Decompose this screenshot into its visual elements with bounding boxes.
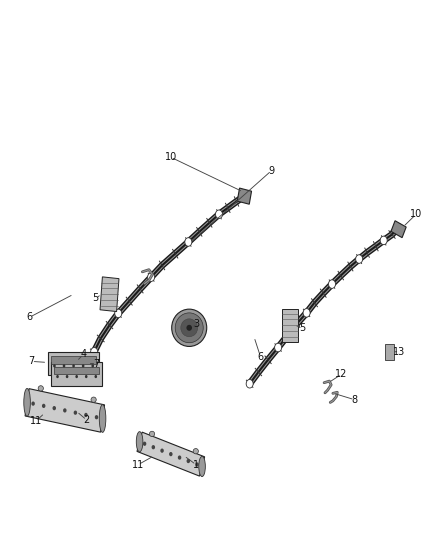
Ellipse shape <box>24 389 30 416</box>
Text: 5: 5 <box>299 323 305 333</box>
Text: 6: 6 <box>27 312 33 322</box>
Text: 13: 13 <box>393 347 406 357</box>
Ellipse shape <box>152 445 155 449</box>
Ellipse shape <box>215 210 223 219</box>
Text: 1: 1 <box>193 460 199 470</box>
Text: 2: 2 <box>84 415 90 425</box>
Polygon shape <box>391 221 406 238</box>
Polygon shape <box>282 309 298 342</box>
Ellipse shape <box>149 431 155 437</box>
Polygon shape <box>25 389 105 432</box>
Ellipse shape <box>187 325 192 331</box>
Text: 3: 3 <box>193 319 199 329</box>
Polygon shape <box>137 432 205 476</box>
Text: 4: 4 <box>80 350 86 359</box>
Ellipse shape <box>56 375 59 378</box>
Text: 7: 7 <box>28 357 35 366</box>
Text: 10: 10 <box>165 152 177 162</box>
Text: 8: 8 <box>352 395 358 405</box>
Text: 5: 5 <box>92 294 99 303</box>
Ellipse shape <box>178 455 181 459</box>
Ellipse shape <box>32 401 35 406</box>
Ellipse shape <box>172 309 207 346</box>
Ellipse shape <box>38 386 43 391</box>
Ellipse shape <box>356 255 363 263</box>
Polygon shape <box>51 357 96 364</box>
Ellipse shape <box>82 365 85 368</box>
Ellipse shape <box>91 348 98 356</box>
Ellipse shape <box>85 375 88 378</box>
Ellipse shape <box>115 309 122 318</box>
Ellipse shape <box>181 319 198 337</box>
Text: 7: 7 <box>93 359 99 368</box>
Ellipse shape <box>63 408 67 413</box>
Polygon shape <box>51 362 102 386</box>
Text: 6: 6 <box>258 352 264 362</box>
Ellipse shape <box>42 403 46 408</box>
Ellipse shape <box>175 313 203 343</box>
Polygon shape <box>237 188 251 204</box>
Ellipse shape <box>91 397 96 402</box>
Ellipse shape <box>246 379 253 388</box>
Ellipse shape <box>74 410 77 415</box>
Ellipse shape <box>75 375 78 378</box>
Ellipse shape <box>84 413 88 417</box>
Ellipse shape <box>187 459 190 463</box>
Polygon shape <box>100 277 119 312</box>
Text: 12: 12 <box>336 369 348 379</box>
Text: 9: 9 <box>268 166 275 175</box>
Polygon shape <box>54 367 99 374</box>
Ellipse shape <box>63 365 65 368</box>
Ellipse shape <box>169 452 173 456</box>
Ellipse shape <box>53 406 56 410</box>
Polygon shape <box>49 352 99 375</box>
Ellipse shape <box>275 343 282 352</box>
Polygon shape <box>385 344 394 360</box>
Ellipse shape <box>195 462 199 466</box>
Ellipse shape <box>53 365 56 368</box>
Ellipse shape <box>148 273 155 281</box>
Ellipse shape <box>160 449 164 453</box>
Ellipse shape <box>143 442 146 446</box>
Ellipse shape <box>95 375 97 378</box>
Ellipse shape <box>136 432 143 452</box>
Ellipse shape <box>303 309 310 317</box>
Ellipse shape <box>241 192 248 200</box>
Text: 11: 11 <box>30 416 42 426</box>
Ellipse shape <box>380 236 387 245</box>
Ellipse shape <box>185 238 192 246</box>
Ellipse shape <box>66 375 68 378</box>
Text: 10: 10 <box>410 209 422 219</box>
Ellipse shape <box>99 405 106 432</box>
Ellipse shape <box>92 365 94 368</box>
Ellipse shape <box>328 280 336 288</box>
Ellipse shape <box>72 365 75 368</box>
Ellipse shape <box>199 456 205 477</box>
Ellipse shape <box>193 449 198 454</box>
Text: 11: 11 <box>132 460 144 470</box>
Ellipse shape <box>95 415 98 419</box>
